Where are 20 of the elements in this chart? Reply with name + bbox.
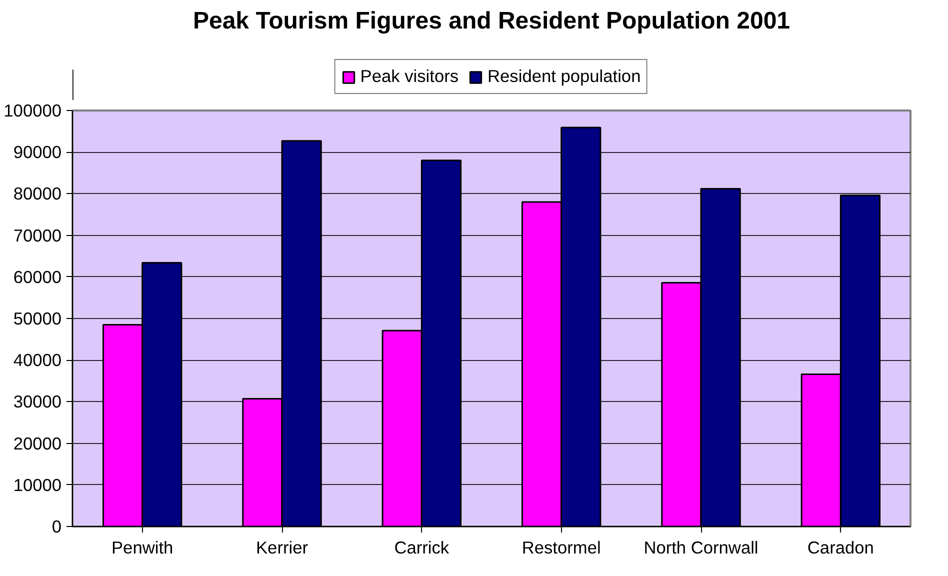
x-tick-label: Caradon — [807, 538, 874, 558]
y-tick-label: 20000 — [13, 433, 62, 454]
y-tick-label: 70000 — [13, 225, 62, 246]
x-tick-label: Penwith — [112, 538, 174, 558]
y-tick-label: 40000 — [13, 350, 62, 370]
x-tick-label: Carrick — [394, 538, 450, 558]
y-tick-label: 50000 — [13, 308, 62, 328]
x-tick-label: North Cornwall — [644, 538, 758, 558]
y-tick-label: 100000 — [4, 100, 62, 120]
y-tick-label: 30000 — [13, 392, 62, 412]
legend-label: Peak visitors — [360, 66, 459, 87]
x-tick-label: Restormel — [522, 538, 601, 558]
y-tick-label: 80000 — [13, 184, 62, 204]
legend-label: Resident population — [488, 66, 641, 87]
x-tick-label: Kerrier — [256, 538, 308, 558]
y-tick-label: 0 — [52, 516, 62, 536]
chart-title: Peak Tourism Figures and Resident Population 2001 — [192, 8, 790, 34]
y-tick-label: 90000 — [13, 142, 62, 162]
y-tick-label: 10000 — [13, 474, 62, 495]
y-tick-label: 60000 — [13, 266, 62, 287]
